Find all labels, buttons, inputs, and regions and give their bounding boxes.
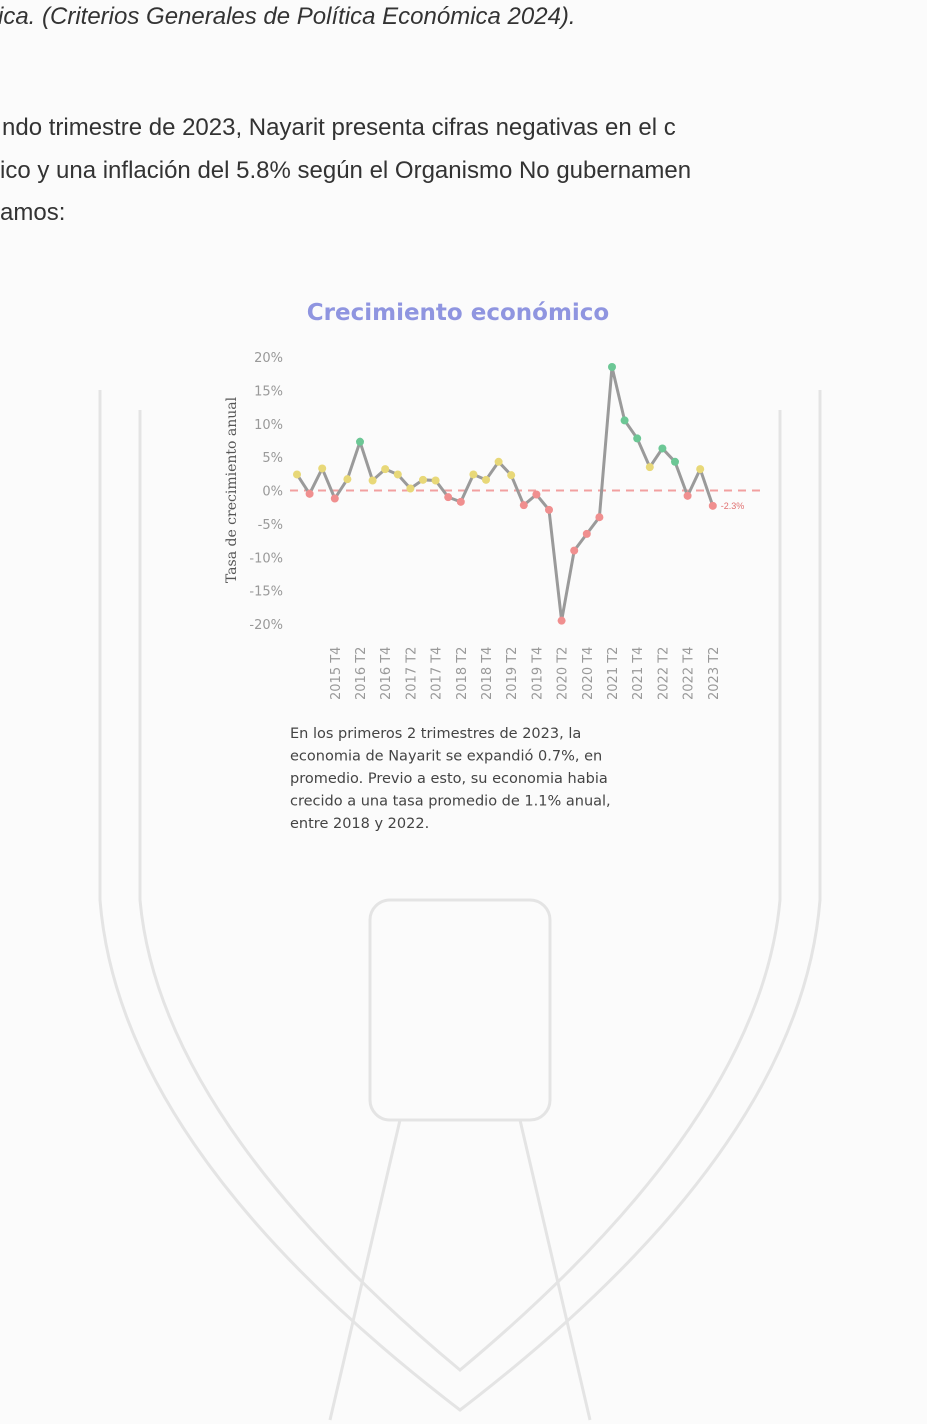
x-tick-label: 2016 T4: [379, 647, 394, 700]
data-point: [394, 470, 402, 478]
x-tick-label: 2022 T4: [682, 647, 697, 700]
caption-line: crecido a una tasa promedio de 1.1% anua…: [290, 794, 611, 810]
data-point: [570, 547, 578, 555]
data-point: [306, 490, 314, 498]
watermark: [100, 390, 820, 1420]
data-point: [495, 458, 503, 466]
data-point: [482, 476, 490, 484]
y-tick-label: -5%: [258, 518, 283, 533]
text-line: ndo trimestre de 2023, Nayarit presenta …: [2, 114, 676, 141]
x-tick-label: 2018 T2: [455, 647, 470, 700]
y-tick-label: 10%: [254, 418, 283, 433]
data-point: [406, 484, 414, 492]
data-point: [532, 491, 540, 499]
y-tick-label: 5%: [262, 451, 283, 466]
y-tick-label: 20%: [254, 351, 283, 366]
x-tick-label: 2021 T2: [606, 647, 621, 700]
x-tick-label: 2020 T2: [556, 647, 571, 700]
x-tick-label: 2020 T4: [581, 647, 596, 700]
data-point: [621, 416, 629, 424]
data-point: [633, 434, 641, 442]
data-point: [558, 617, 566, 625]
data-point: [369, 476, 377, 484]
data-point: [318, 464, 326, 472]
x-tick-label: 2017 T4: [430, 647, 445, 700]
data-point: [595, 513, 603, 521]
y-tick-label: -15%: [249, 585, 283, 600]
text-line: amos:: [0, 199, 65, 226]
series-line: [297, 367, 713, 621]
data-point: [343, 475, 351, 483]
data-point: [331, 495, 339, 503]
x-tick-label: 2019 T2: [505, 647, 520, 700]
data-point: [646, 463, 654, 471]
data-point: [381, 465, 389, 473]
caption-line: economia de Nayarit se expandió 0.7%, en: [290, 749, 602, 765]
y-tick-label: 15%: [254, 384, 283, 399]
caption-line: En los primeros 2 trimestres de 2023, la: [290, 726, 581, 742]
text-line: ica. (Criterios Generales de Política Ec…: [0, 3, 576, 30]
chart-title: Crecimiento económico: [307, 300, 609, 326]
data-point: [432, 476, 440, 484]
y-tick-label: 0%: [262, 485, 283, 500]
caption-line: entre 2018 y 2022.: [290, 816, 429, 832]
data-point: [356, 438, 364, 446]
document: ica. (Criterios Generales de Política Ec…: [0, 0, 927, 1424]
data-point: [658, 444, 666, 452]
caption-line: promedio. Previo a esto, su economia hab…: [290, 771, 608, 787]
x-tick-label: 2017 T2: [404, 647, 419, 700]
data-point: [520, 501, 528, 509]
x-tick-label: 2016 T2: [354, 647, 369, 700]
text-line: ico y una inflación del 5.8% según el Or…: [0, 157, 691, 184]
x-tick-label: 2022 T2: [656, 647, 671, 700]
x-tick-label: 2015 T4: [329, 647, 344, 700]
data-point: [507, 471, 515, 479]
page: ica. (Criterios Generales de Política Ec…: [0, 0, 927, 1424]
data-point: [444, 493, 452, 501]
y-tick-label: -20%: [249, 618, 283, 633]
y-tick-label: -10%: [249, 551, 283, 566]
x-tick-label: 2018 T4: [480, 647, 495, 700]
data-point: [608, 363, 616, 371]
data-point: [696, 465, 704, 473]
data-point: [709, 502, 717, 510]
x-tick-label: 2019 T4: [530, 647, 545, 700]
data-point: [583, 530, 591, 538]
data-label: -2.3%: [721, 501, 745, 511]
x-tick-label: 2023 T2: [707, 647, 722, 700]
data-point: [671, 458, 679, 466]
data-point: [457, 498, 465, 506]
data-point: [419, 476, 427, 484]
data-point: [469, 470, 477, 478]
data-point: [684, 492, 692, 500]
data-point: [293, 470, 301, 478]
x-tick-label: 2021 T4: [631, 647, 646, 700]
y-axis-label: Tasa de crecimiento anual: [224, 396, 240, 583]
data-point: [545, 506, 553, 514]
